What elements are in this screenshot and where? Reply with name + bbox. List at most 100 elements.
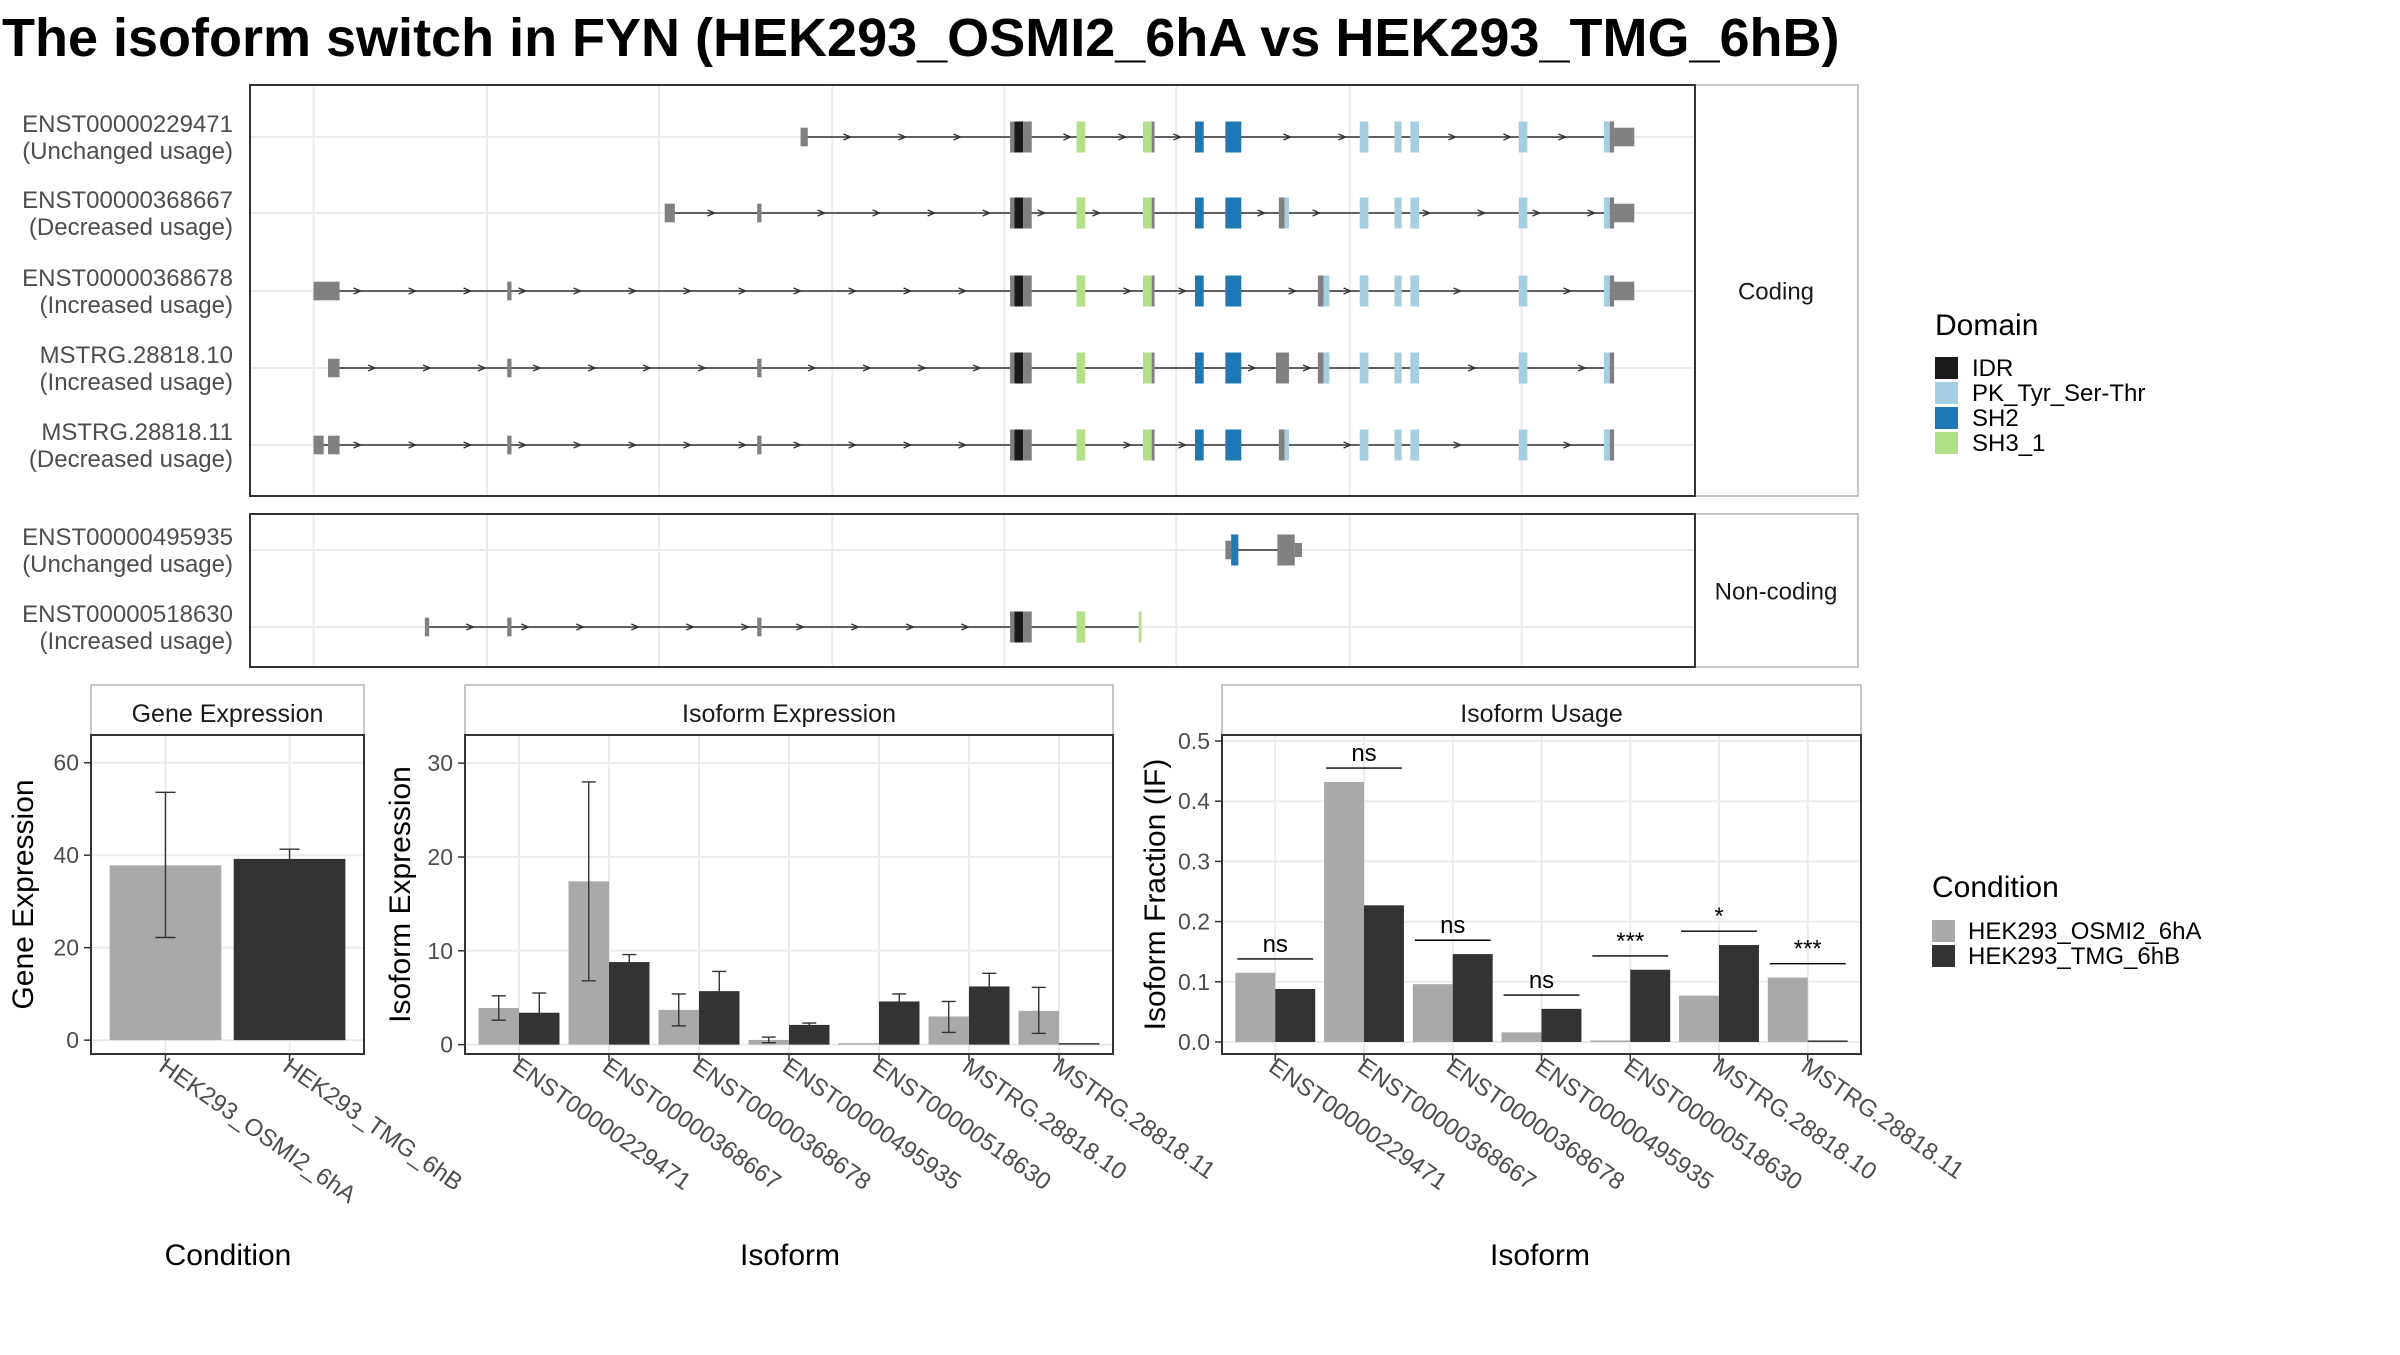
- exon-block: [757, 435, 762, 455]
- y-tick-label: 0: [440, 1032, 453, 1058]
- structure-panel-non-coding: Non-coding ENST00000495935(Unchanged usag…: [22, 513, 1859, 668]
- bar: [1590, 1040, 1631, 1042]
- direction-arrow: [898, 133, 908, 141]
- direction-arrow: [518, 441, 528, 449]
- exon-block: [1603, 121, 1610, 153]
- direction-arrow: [796, 623, 806, 631]
- bar: [789, 1024, 830, 1045]
- direction-arrow: [1422, 209, 1432, 217]
- direction-arrow: [1587, 209, 1597, 217]
- exon-block: [1410, 121, 1420, 153]
- exon-block: [1225, 275, 1242, 307]
- exon-block: [1143, 197, 1152, 229]
- direction-arrow: [793, 441, 803, 449]
- bar: [1235, 972, 1276, 1042]
- direction-arrow: [927, 209, 937, 217]
- bar: [1630, 969, 1671, 1042]
- exon-block: [313, 435, 324, 455]
- direction-arrow: [466, 623, 476, 631]
- condition-legend-swatch: [1932, 920, 1955, 942]
- exon-block: [1359, 275, 1369, 307]
- exon-block: [1225, 352, 1242, 384]
- bar-chart-isoform-expression: Isoform Expression 0 10 20 30 Isoform Express…: [384, 684, 1220, 1272]
- exon-block: [1143, 352, 1152, 384]
- exon-block: [1076, 611, 1086, 643]
- domain-legend-label: IDR: [1972, 355, 2013, 382]
- direction-arrow: [851, 623, 861, 631]
- exon-block: [1225, 121, 1242, 153]
- direction-arrow: [872, 209, 882, 217]
- exon-block: [1151, 275, 1155, 307]
- y-tick-label: 30: [427, 750, 453, 776]
- exon-block: [1010, 352, 1015, 384]
- direction-arrow: [367, 364, 377, 372]
- direction-arrow: [862, 364, 872, 372]
- direction-arrow: [463, 287, 473, 295]
- direction-arrow: [972, 364, 982, 372]
- panel-strip: [1694, 513, 1859, 668]
- y-tick-label: 40: [53, 842, 79, 868]
- exon-block: [1014, 611, 1024, 643]
- exon-block: [1014, 429, 1024, 461]
- isoform-usage-label: (Increased usage): [40, 628, 233, 655]
- direction-arrow: [532, 364, 542, 372]
- direction-arrow: [683, 287, 693, 295]
- x-axis-label: Condition: [165, 1239, 292, 1272]
- exon-block: [1394, 352, 1402, 384]
- significance-label: ns: [1529, 967, 1554, 994]
- direction-arrow: [1092, 209, 1102, 217]
- direction-arrow: [1338, 133, 1348, 141]
- bar: [233, 858, 346, 1041]
- direction-arrow: [1312, 209, 1322, 217]
- exon-block: [1317, 352, 1324, 384]
- exon-block: [1317, 275, 1324, 307]
- isoform-track: ENST00000518630(Increased usage): [22, 601, 1142, 655]
- bar: [1807, 1040, 1848, 1042]
- direction-arrow: [1343, 441, 1353, 449]
- significance-label: ns: [1351, 740, 1376, 767]
- direction-arrow: [741, 623, 751, 631]
- direction-arrow: [1477, 209, 1487, 217]
- y-tick-label: 0.1: [1178, 969, 1210, 995]
- exon-block: [1518, 197, 1528, 229]
- exon-block: [1023, 275, 1032, 307]
- exon-block: [313, 281, 340, 301]
- direction-arrow: [1123, 441, 1133, 449]
- direction-arrow: [1178, 441, 1188, 449]
- isoform-usage-label: (Unchanged usage): [22, 551, 233, 578]
- condition-legend-label: HEK293_OSMI2_6hA: [1968, 918, 2201, 945]
- exon-block: [1014, 197, 1024, 229]
- domain-legend-label: PK_Tyr_Ser-Thr: [1972, 380, 2145, 407]
- direction-arrow: [408, 441, 418, 449]
- exon-block: [1195, 429, 1204, 461]
- isoform-name-label: ENST00000495935: [22, 524, 233, 551]
- panel-border: [249, 513, 1696, 668]
- exon-block: [1151, 197, 1155, 229]
- exon-block: [1143, 275, 1152, 307]
- exon-block: [1609, 275, 1615, 307]
- condition-legend-title: Condition: [1932, 871, 2059, 904]
- isoform-name-label: ENST00000368667: [22, 187, 233, 214]
- direction-arrow: [631, 623, 641, 631]
- direction-arrow: [422, 364, 432, 372]
- direction-arrow: [1532, 209, 1542, 217]
- x-axis-label: Isoform: [740, 1239, 840, 1272]
- direction-arrow: [1467, 364, 1477, 372]
- chart-strip-title: Isoform Expression: [682, 700, 896, 728]
- direction-arrow: [707, 209, 717, 217]
- direction-arrow: [958, 287, 968, 295]
- exon-block: [800, 127, 808, 147]
- condition-legend-swatch: [1932, 945, 1955, 967]
- exon-block: [1076, 197, 1086, 229]
- exon-block: [1359, 197, 1369, 229]
- exon-block: [507, 358, 512, 378]
- exon-block: [1151, 121, 1155, 153]
- y-tick-label: 0.0: [1178, 1029, 1210, 1055]
- exon-block: [1023, 352, 1032, 384]
- direction-arrow: [1343, 287, 1353, 295]
- isoform-track: ENST00000229471(Unchanged usage): [22, 111, 1635, 165]
- exon-block: [1138, 611, 1142, 643]
